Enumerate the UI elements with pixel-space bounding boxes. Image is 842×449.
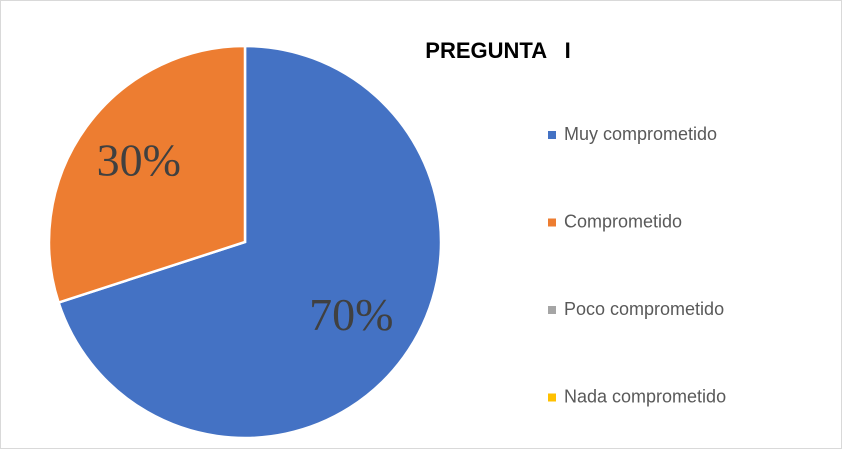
legend-swatch bbox=[548, 218, 556, 227]
legend-label: Nada comprometido bbox=[564, 386, 726, 406]
data-label: 30% bbox=[97, 134, 181, 185]
legend-swatch bbox=[548, 131, 556, 139]
pie-slice bbox=[47, 44, 247, 305]
legend-label: Poco comprometido bbox=[564, 299, 724, 319]
data-label: 70% bbox=[309, 289, 393, 340]
legend-label: Comprometido bbox=[564, 211, 682, 231]
legend-swatch bbox=[548, 306, 556, 314]
legend-swatch bbox=[548, 393, 556, 402]
pie-slice bbox=[57, 44, 443, 440]
chart-title: PREGUNTA I bbox=[425, 38, 570, 63]
legend-label: Muy comprometido bbox=[564, 124, 717, 144]
